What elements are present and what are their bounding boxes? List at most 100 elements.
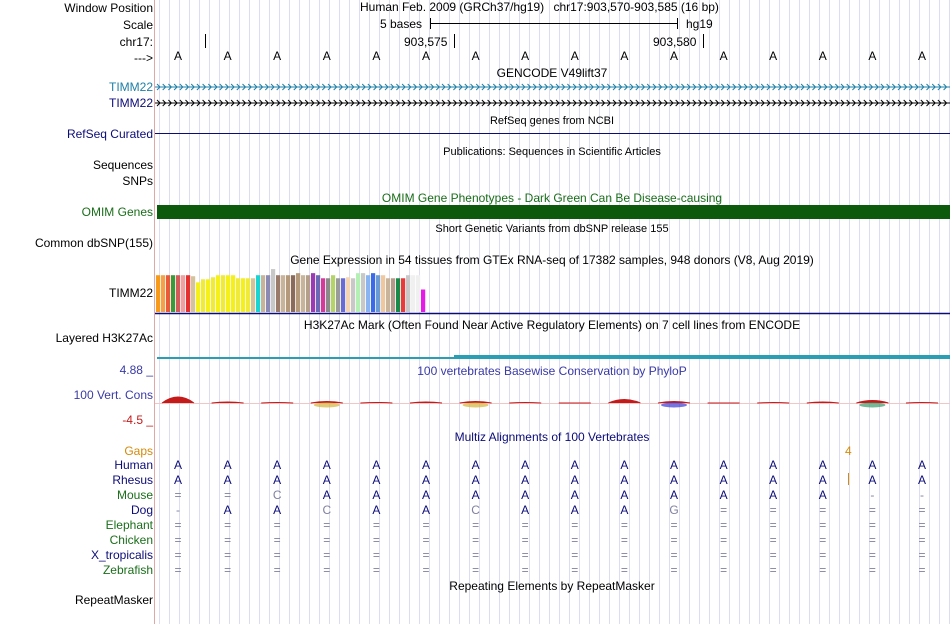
alignment-base: A: [223, 458, 232, 472]
gtex-bar[interactable]: [281, 275, 286, 312]
alignment-base: =: [720, 503, 728, 517]
h3k27ac-label[interactable]: Layered H3K27Ac: [55, 331, 153, 345]
gencode-track-label-2[interactable]: TIMM22: [108, 96, 153, 110]
h3k27ac-signal-low[interactable]: [157, 357, 454, 359]
alignment-base: -: [870, 488, 875, 502]
alignment-base: =: [620, 518, 628, 532]
gtex-bar[interactable]: [196, 282, 201, 312]
gtex-bar[interactable]: [421, 289, 426, 312]
gtex-bar[interactable]: [351, 278, 356, 312]
gtex-bar[interactable]: [416, 275, 421, 312]
gtex-bar[interactable]: [366, 275, 371, 312]
species-label[interactable]: X_tropicalis: [90, 548, 153, 562]
gtex-bar[interactable]: [216, 275, 221, 312]
gtex-bar[interactable]: [261, 275, 266, 312]
gtex-bar[interactable]: [226, 275, 231, 312]
gtex-bar[interactable]: [406, 275, 411, 312]
gtex-bar[interactable]: [171, 275, 176, 312]
gtex-bar[interactable]: [206, 279, 211, 312]
gtex-bar[interactable]: [316, 275, 321, 312]
gtex-bar[interactable]: [271, 269, 276, 312]
gencode-transcript-2[interactable]: [155, 98, 950, 108]
chevron-right-icon: [521, 99, 526, 107]
gtex-bar[interactable]: [276, 275, 281, 312]
gtex-bar[interactable]: [286, 275, 291, 312]
gtex-bar[interactable]: [296, 273, 301, 312]
gtex-bar[interactable]: [331, 275, 336, 312]
gtex-bar[interactable]: [201, 279, 206, 312]
gtex-bar[interactable]: [311, 273, 316, 312]
gtex-bar[interactable]: [251, 278, 256, 312]
gtex-bar[interactable]: [186, 275, 191, 312]
omim-label[interactable]: OMIM Genes: [81, 205, 153, 219]
species-label[interactable]: Zebrafish: [102, 563, 153, 577]
chevron-right-icon: [225, 99, 230, 107]
gtex-label[interactable]: TIMM22: [108, 286, 153, 300]
phylop-label[interactable]: 100 Vert. Cons: [73, 388, 153, 402]
phylop-letter-glyph: [657, 401, 691, 404]
gtex-bar[interactable]: [266, 275, 271, 312]
species-label[interactable]: Elephant: [105, 518, 153, 532]
gtex-bar[interactable]: [306, 275, 311, 312]
gtex-bar[interactable]: [231, 275, 236, 312]
gencode-transcript-1[interactable]: [155, 82, 950, 92]
gtex-bar[interactable]: [361, 273, 366, 312]
gtex-bar[interactable]: [341, 278, 346, 312]
gtex-bar[interactable]: [391, 278, 396, 312]
gtex-bar[interactable]: [346, 277, 351, 312]
strand-chevrons: [156, 99, 948, 107]
assembly-title[interactable]: Human Feb. 2009 (GRCh37/hg19) chr17:903,…: [360, 0, 719, 14]
gtex-bar[interactable]: [246, 278, 251, 312]
gtex-bar[interactable]: [241, 278, 246, 312]
window-position-label: Window Position: [64, 1, 153, 15]
repeatmasker-label[interactable]: RepeatMasker: [74, 593, 153, 607]
gtex-bar[interactable]: [156, 275, 161, 312]
gtex-bar[interactable]: [336, 278, 341, 312]
gtex-bar[interactable]: [221, 275, 226, 312]
gtex-bar[interactable]: [161, 275, 166, 312]
gtex-bar[interactable]: [401, 278, 406, 312]
chevron-right-icon: [407, 83, 412, 91]
dbsnp-label[interactable]: Common dbSNP(155): [34, 236, 153, 250]
gtex-bar[interactable]: [376, 275, 381, 312]
gtex-bar[interactable]: [396, 278, 401, 312]
gtex-bar[interactable]: [191, 276, 196, 312]
multiz-gaps-label[interactable]: Gaps: [124, 444, 153, 458]
gtex-bar[interactable]: [321, 278, 326, 312]
gtex-bar[interactable]: [301, 275, 306, 312]
gtex-bar[interactable]: [356, 273, 361, 312]
species-label[interactable]: Human: [114, 458, 153, 472]
omim-gene-bar[interactable]: [157, 205, 950, 219]
alignment-base: -: [920, 488, 924, 502]
publications-snps-label[interactable]: SNPs: [122, 174, 153, 188]
alignment-base: =: [224, 533, 232, 547]
gtex-bar[interactable]: [166, 275, 171, 312]
chevron-right-icon: [675, 83, 680, 91]
refseq-gene-line[interactable]: [155, 133, 950, 134]
species-label[interactable]: Dog: [130, 503, 153, 517]
gtex-bar[interactable]: [176, 275, 181, 312]
species-label[interactable]: Chicken: [109, 533, 153, 547]
refseq-label[interactable]: RefSeq Curated: [66, 127, 153, 141]
base-letter: A: [669, 49, 678, 63]
h3k27ac-signal-high[interactable]: [454, 355, 950, 359]
gtex-expression-chart[interactable]: [155, 266, 950, 316]
gtex-bar[interactable]: [291, 275, 296, 312]
gtex-bar[interactable]: [386, 278, 391, 312]
species-label[interactable]: Mouse: [116, 488, 153, 502]
gtex-bar[interactable]: [326, 278, 331, 312]
chevron-right-icon: [373, 83, 378, 91]
alignment-base: =: [174, 518, 182, 532]
gtex-bar[interactable]: [236, 278, 241, 312]
species-label[interactable]: Rhesus: [112, 473, 153, 487]
gencode-track-label-1[interactable]: TIMM22: [108, 80, 153, 94]
gtex-bar[interactable]: [411, 275, 416, 312]
gtex-bar[interactable]: [181, 275, 186, 312]
gtex-bar[interactable]: [371, 273, 376, 312]
publications-sequences-label[interactable]: Sequences: [92, 158, 153, 172]
phylop-logo-track[interactable]: [155, 386, 950, 414]
gtex-bar[interactable]: [211, 277, 216, 312]
gtex-bar[interactable]: [381, 275, 386, 312]
gtex-bar[interactable]: [256, 275, 261, 312]
